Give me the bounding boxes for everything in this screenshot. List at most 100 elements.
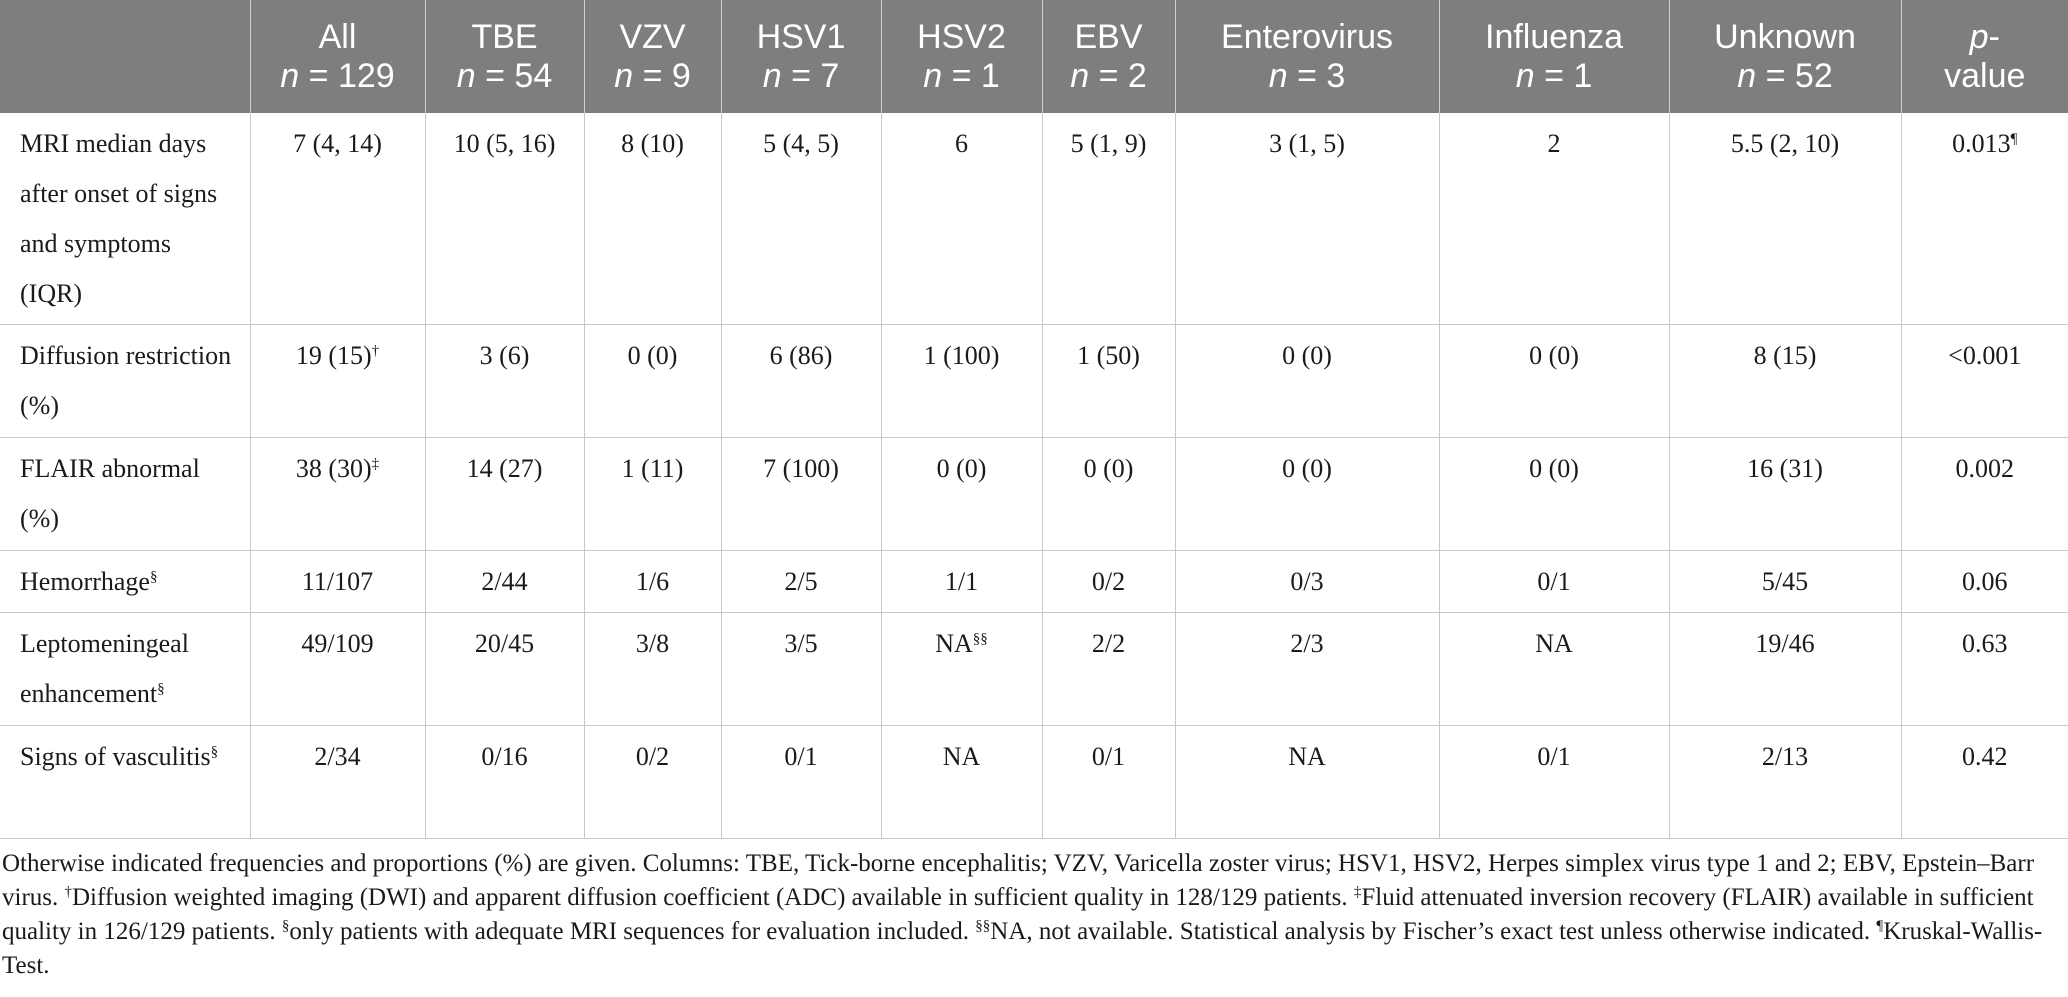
cell-vzv: 0 (0) bbox=[583, 324, 721, 438]
cell-tbe: 10 (5, 16) bbox=[424, 113, 584, 325]
cell-value: 0/1 bbox=[784, 742, 818, 771]
row-label: Signs of vasculitis§ bbox=[0, 725, 250, 839]
cell-value: 0/1 bbox=[1537, 742, 1571, 771]
cell-unknown: 16 (31) bbox=[1668, 437, 1901, 551]
cell-value: 0.002 bbox=[1955, 454, 2015, 483]
header-all: All n = 129 bbox=[249, 0, 425, 113]
cell-influenza: 0/1 bbox=[1438, 550, 1669, 613]
cell-influenza: 0 (0) bbox=[1438, 437, 1669, 551]
row-label: Hemorrhage§ bbox=[0, 550, 250, 613]
cell-value: NA bbox=[935, 629, 973, 658]
cell-influenza: 2 bbox=[1438, 113, 1669, 325]
header-p-value: p-value bbox=[1900, 0, 2068, 113]
cell-ebv: 0 (0) bbox=[1041, 437, 1175, 551]
cell-hsv2: NA§§ bbox=[880, 612, 1042, 726]
cell-unknown: 5/45 bbox=[1668, 550, 1901, 613]
row-label: FLAIR abnormal (%) bbox=[0, 437, 250, 551]
header-row: All n = 129 TBE n = 54 VZV n = 9 HSV1 n = 7 … bbox=[0, 0, 2068, 113]
cell-enterovirus: NA bbox=[1174, 725, 1439, 839]
cell-value: 3 (6) bbox=[479, 341, 530, 370]
cell-enterovirus: 0 (0) bbox=[1174, 324, 1439, 438]
cell-enterovirus: 0 (0) bbox=[1174, 437, 1439, 551]
cell-value: 1/6 bbox=[635, 567, 670, 596]
table-row: Signs of vasculitis§ 2/34 0/16 0/2 0/1 NA 0/1 N… bbox=[0, 725, 2068, 839]
cell-value: 0 (0) bbox=[1529, 341, 1579, 370]
cell-all: 11/107 bbox=[249, 550, 425, 613]
cell-value: 0/2 bbox=[1091, 567, 1126, 596]
cell-hsv1: 3/5 bbox=[720, 612, 881, 726]
row-label-footnote-mark: § bbox=[149, 569, 158, 585]
cell-value: 0/1 bbox=[1091, 742, 1126, 771]
cell-value: NA bbox=[942, 742, 981, 771]
cell-p-value: 0.06 bbox=[1900, 550, 2068, 613]
cell-value: 3/8 bbox=[635, 629, 670, 658]
table-body: MRI median days after onset of signs and… bbox=[0, 113, 2068, 839]
cell-hsv1: 2/5 bbox=[720, 550, 881, 613]
header-unknown: Unknown n = 52 bbox=[1668, 0, 1901, 113]
cell-ebv: 0/1 bbox=[1041, 725, 1175, 839]
cell-hsv2: NA bbox=[880, 725, 1042, 839]
table-row: Leptomeningeal enhancement§ 49/109 20/45 3/… bbox=[0, 612, 2068, 726]
cell-value: 0.013 bbox=[1952, 129, 2011, 158]
cell-influenza: NA bbox=[1438, 612, 1669, 726]
cell-value: 0 (0) bbox=[936, 454, 987, 483]
cell-value: 2/5 bbox=[784, 567, 818, 596]
cell-p-value: <0.001 bbox=[1900, 324, 2068, 438]
cell-value: 0 (0) bbox=[627, 341, 678, 370]
table-row: MRI median days after onset of signs and… bbox=[0, 113, 2068, 325]
cell-value: 0 (0) bbox=[1282, 454, 1332, 483]
cell-ebv: 2/2 bbox=[1041, 612, 1175, 726]
table-row: FLAIR abnormal (%) 38 (30)‡ 14 (27) 1 (11) 7… bbox=[0, 437, 2068, 551]
cell-hsv1: 5 (4, 5) bbox=[720, 113, 881, 325]
cell-footnote-mark: ¶ bbox=[2010, 131, 2018, 147]
cell-value: 7 (4, 14) bbox=[293, 129, 382, 158]
cell-tbe: 3 (6) bbox=[424, 324, 584, 438]
cell-hsv1: 0/1 bbox=[720, 725, 881, 839]
cell-tbe: 0/16 bbox=[424, 725, 584, 839]
cell-value: 2/44 bbox=[481, 567, 528, 596]
header-hsv1: HSV1 n = 7 bbox=[720, 0, 881, 113]
cell-tbe: 14 (27) bbox=[424, 437, 584, 551]
cell-enterovirus: 3 (1, 5) bbox=[1174, 113, 1439, 325]
cell-hsv1: 7 (100) bbox=[720, 437, 881, 551]
cell-ebv: 1 (50) bbox=[1041, 324, 1175, 438]
cell-value: 7 (100) bbox=[763, 454, 839, 483]
cell-value: 38 (30) bbox=[295, 454, 372, 483]
cell-value: 3/5 bbox=[784, 629, 818, 658]
row-label-text: MRI median days after onset of signs and… bbox=[20, 129, 218, 308]
cell-tbe: 20/45 bbox=[424, 612, 584, 726]
cell-value: 20/45 bbox=[474, 629, 535, 658]
cell-all: 2/34 bbox=[249, 725, 425, 839]
cell-value: 6 bbox=[955, 129, 968, 158]
header-vzv: VZV n = 9 bbox=[583, 0, 721, 113]
cell-value: 1/1 bbox=[944, 567, 979, 596]
cell-value: 5 (1, 9) bbox=[1070, 129, 1147, 158]
cell-vzv: 0/2 bbox=[583, 725, 721, 839]
row-label-text: Diffusion restriction (%) bbox=[20, 341, 232, 420]
cell-value: 11/107 bbox=[301, 567, 374, 596]
cell-value: 2/34 bbox=[314, 742, 361, 771]
header-tbe: TBE n = 54 bbox=[424, 0, 584, 113]
cell-hsv1: 6 (86) bbox=[720, 324, 881, 438]
cell-value: 8 (15) bbox=[1753, 341, 1817, 370]
cell-value: 0 (0) bbox=[1282, 341, 1332, 370]
cell-all: 19 (15)† bbox=[249, 324, 425, 438]
header-empty bbox=[0, 0, 250, 113]
cell-hsv2: 1 (100) bbox=[880, 324, 1042, 438]
cell-vzv: 3/8 bbox=[583, 612, 721, 726]
cell-enterovirus: 2/3 bbox=[1174, 612, 1439, 726]
cell-value: 5.5 (2, 10) bbox=[1730, 129, 1840, 158]
cell-value: 2/3 bbox=[1290, 629, 1324, 658]
cell-ebv: 0/2 bbox=[1041, 550, 1175, 613]
cell-tbe: 2/44 bbox=[424, 550, 584, 613]
cell-value: 0.42 bbox=[1962, 742, 2008, 771]
row-label-text: Leptomeningeal enhancement bbox=[20, 629, 189, 708]
cell-value: NA bbox=[1535, 629, 1573, 658]
cell-value: 0.63 bbox=[1962, 629, 2008, 658]
cell-value: 1 (50) bbox=[1077, 341, 1140, 370]
row-label-footnote-mark: § bbox=[157, 681, 165, 697]
cell-influenza: 0/1 bbox=[1438, 725, 1669, 839]
header-hsv2: HSV2 n = 1 bbox=[880, 0, 1042, 113]
cell-vzv: 1/6 bbox=[583, 550, 721, 613]
cell-value: 49/109 bbox=[301, 629, 374, 658]
